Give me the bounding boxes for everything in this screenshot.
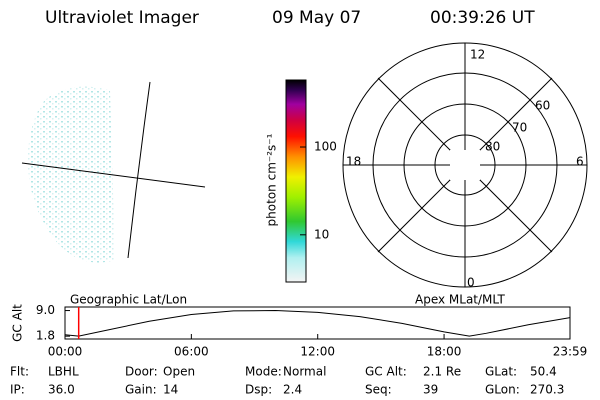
info-value: 14 [163, 383, 178, 397]
info-label: IP: [10, 383, 25, 397]
y-tick-label: 9.0 [36, 303, 55, 317]
info-label: GC Alt: [365, 365, 407, 379]
auroral-image [27, 86, 115, 263]
colorbar [285, 79, 307, 283]
polar-label: 18 [346, 155, 361, 169]
polar-label: 60 [535, 99, 550, 113]
colorbar-label: photon cm⁻²s⁻¹ [265, 133, 279, 226]
x-tick-label: 12:00 [300, 345, 335, 359]
info-value: 2.4 [283, 383, 302, 397]
time: 00:39:26 UT [430, 8, 535, 28]
lon-line [127, 81, 151, 259]
info-value: 50.4 [530, 365, 557, 379]
polar-label: 80 [485, 140, 500, 154]
info-label: Door: [125, 365, 158, 379]
info-value: Open [163, 365, 195, 379]
tick-label: 100 [314, 140, 337, 154]
x-tick-label: 06:00 [174, 345, 209, 359]
annotation: Geographic Lat/Lon [70, 293, 187, 307]
info-value: LBHL [48, 365, 79, 379]
info-label: Dsp: [245, 383, 272, 397]
info-label: GLat: [485, 365, 517, 379]
polar-label: 12 [470, 48, 485, 62]
x-tick-label: 00:00 [48, 345, 83, 359]
info-value: Normal [283, 365, 326, 379]
info-value: 2.1 Re [423, 365, 461, 379]
tick-label: 10 [314, 227, 329, 241]
y-tick-label: 1.8 [36, 329, 55, 343]
info-label: Flt: [10, 365, 29, 379]
y-axis-label: GC Alt [11, 304, 25, 342]
title: Ultraviolet Imager [45, 8, 199, 28]
annotation: Apex MLat/MLT [415, 293, 505, 307]
info-value: 36.0 [48, 383, 75, 397]
polar-label: 70 [512, 121, 527, 135]
polar-grid [342, 42, 588, 288]
altitude-line [64, 310, 571, 337]
info-label: Gain: [125, 383, 157, 397]
info-label: GLon: [485, 383, 520, 397]
polar-label: 6 [576, 155, 584, 169]
info-value: 39 [423, 383, 438, 397]
x-tick-label: 18:00 [427, 345, 462, 359]
info-label: Mode: [245, 365, 282, 379]
x-tick-label: 23:59 [553, 345, 588, 359]
info-label: Seq: [365, 383, 392, 397]
polar-label: 0 [467, 276, 475, 290]
date: 09 May 07 [272, 8, 361, 28]
lat-line [21, 162, 206, 188]
info-value: 270.3 [530, 383, 564, 397]
